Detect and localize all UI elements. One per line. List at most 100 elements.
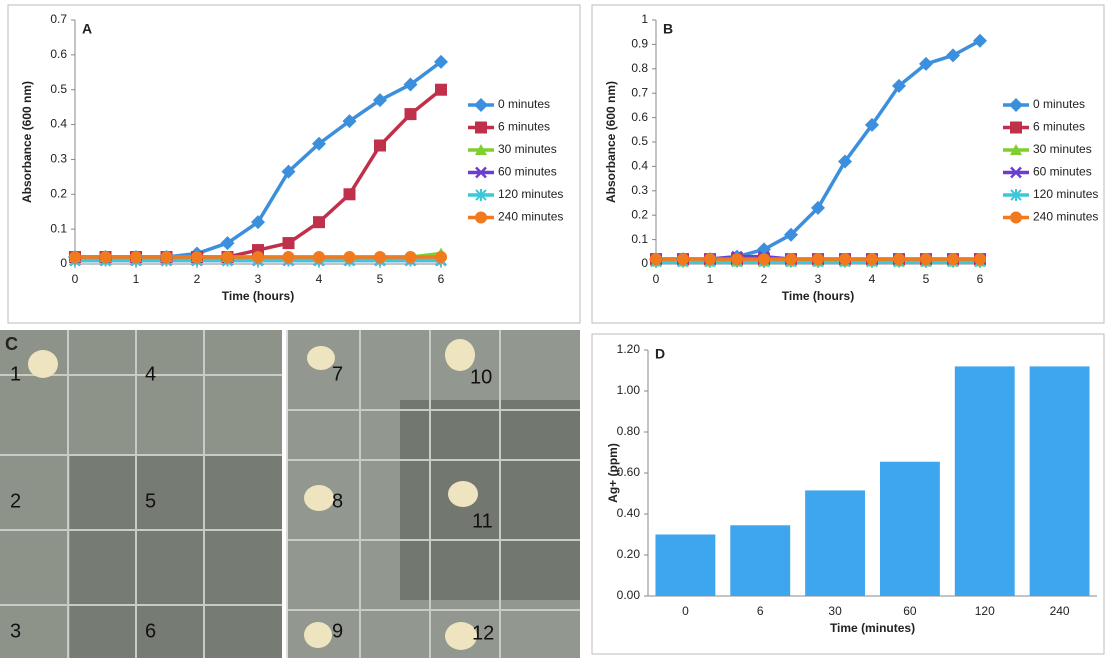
panel-label: D (655, 346, 665, 362)
x-tick-label: 240 (1050, 604, 1070, 618)
marker (222, 251, 234, 263)
marker (677, 253, 689, 265)
marker (405, 251, 417, 263)
well-number: 1 (10, 363, 21, 385)
x-tick-label: 2 (194, 272, 201, 286)
legend-label: 0 minutes (498, 97, 550, 111)
marker (704, 253, 716, 265)
y-tick-label: 0.60 (617, 465, 641, 479)
shadow (400, 400, 580, 600)
marker (130, 251, 142, 263)
well-number: 2 (10, 490, 21, 512)
y-tick-label: 0.1 (631, 232, 648, 246)
x-axis-title: Time (minutes) (830, 621, 915, 635)
legend-label: 60 minutes (498, 165, 557, 179)
x-tick-label: 6 (757, 604, 764, 618)
y-tick-label: 0.2 (631, 207, 648, 221)
legend-label: 60 minutes (1033, 165, 1092, 179)
well-number: 3 (10, 620, 21, 642)
bar (655, 535, 715, 597)
photo-panel: C (0, 330, 580, 658)
bar (880, 462, 940, 596)
legend-label: 0 minutes (1033, 97, 1085, 111)
marker (435, 84, 447, 96)
marker (344, 188, 356, 200)
panel-a-frame (8, 5, 580, 323)
marker (866, 253, 878, 265)
x-tick-label: 0 (653, 272, 660, 286)
y-tick-label: 0.7 (631, 85, 648, 99)
y-tick-label: 0.5 (50, 82, 67, 96)
x-tick-label: 3 (815, 272, 822, 286)
y-tick-label: 1.20 (617, 342, 641, 356)
legend-label: 6 minutes (1033, 120, 1085, 134)
y-tick-label: 0.3 (631, 183, 648, 197)
divider (286, 330, 288, 658)
y-tick-label: 0.4 (50, 117, 67, 131)
y-tick-label: 0.1 (50, 221, 67, 235)
marker (283, 237, 295, 249)
marker (974, 253, 986, 265)
x-axis-title: Time (hours) (782, 289, 854, 303)
y-tick-label: 0.80 (617, 424, 641, 438)
panel-label: C (5, 334, 18, 354)
y-tick-label: 0 (641, 256, 648, 270)
x-tick-label: 5 (377, 272, 384, 286)
y-tick-label: 0.3 (50, 152, 67, 166)
well-number: 4 (145, 363, 156, 385)
marker (283, 251, 295, 263)
legend-marker (475, 122, 487, 134)
well-number: 6 (145, 620, 156, 642)
y-tick-label: 0.4 (631, 159, 648, 173)
y-tick-label: 1.00 (617, 383, 641, 397)
y-tick-label: 0.8 (631, 61, 648, 75)
legend-label: 240 minutes (1033, 210, 1098, 224)
y-tick-label: 1 (641, 12, 648, 26)
marker (405, 108, 417, 120)
x-tick-label: 6 (438, 272, 445, 286)
panel-label: B (663, 21, 673, 37)
legend-label: 30 minutes (1033, 142, 1092, 156)
x-axis-title: Time (hours) (222, 289, 294, 303)
marker (893, 253, 905, 265)
well-number: 12 (472, 622, 494, 644)
figure: C 12345678910111200.10.20.30.40.50.60.70… (0, 0, 1107, 658)
well-number: 5 (145, 490, 156, 512)
y-tick-label: 0.7 (50, 12, 67, 26)
bar (805, 490, 865, 596)
y-tick-label: 0.9 (631, 37, 648, 51)
y-tick-label: 0.5 (631, 134, 648, 148)
legend-label: 120 minutes (1033, 187, 1098, 201)
bar (1030, 366, 1090, 596)
x-tick-label: 2 (761, 272, 768, 286)
x-tick-label: 60 (903, 604, 917, 618)
x-tick-label: 1 (133, 272, 140, 286)
y-axis-title: Absorbance (600 nm) (604, 81, 618, 203)
well-number: 11 (472, 510, 493, 532)
legend-label: 6 minutes (498, 120, 550, 134)
y-tick-label: 0.2 (50, 186, 67, 200)
panel-label: A (82, 21, 92, 37)
y-tick-label: 0.6 (631, 110, 648, 124)
x-tick-label: 0 (682, 604, 689, 618)
marker (839, 253, 851, 265)
x-tick-label: 120 (975, 604, 995, 618)
y-tick-label: 0 (60, 256, 67, 270)
marker (650, 253, 662, 265)
marker (758, 253, 770, 265)
legend-marker (1010, 122, 1022, 134)
well-number: 10 (470, 366, 492, 388)
legend-label: 30 minutes (498, 142, 557, 156)
x-tick-label: 6 (977, 272, 984, 286)
marker (812, 253, 824, 265)
well-number: 7 (332, 363, 343, 385)
y-axis-title: Absorbance (600 nm) (20, 81, 34, 203)
y-tick-label: 0.00 (617, 588, 641, 602)
x-tick-label: 4 (869, 272, 876, 286)
x-tick-label: 1 (707, 272, 714, 286)
marker (161, 251, 173, 263)
marker (947, 253, 959, 265)
legend-marker (1010, 212, 1022, 224)
marker (100, 251, 112, 263)
x-tick-label: 3 (255, 272, 262, 286)
